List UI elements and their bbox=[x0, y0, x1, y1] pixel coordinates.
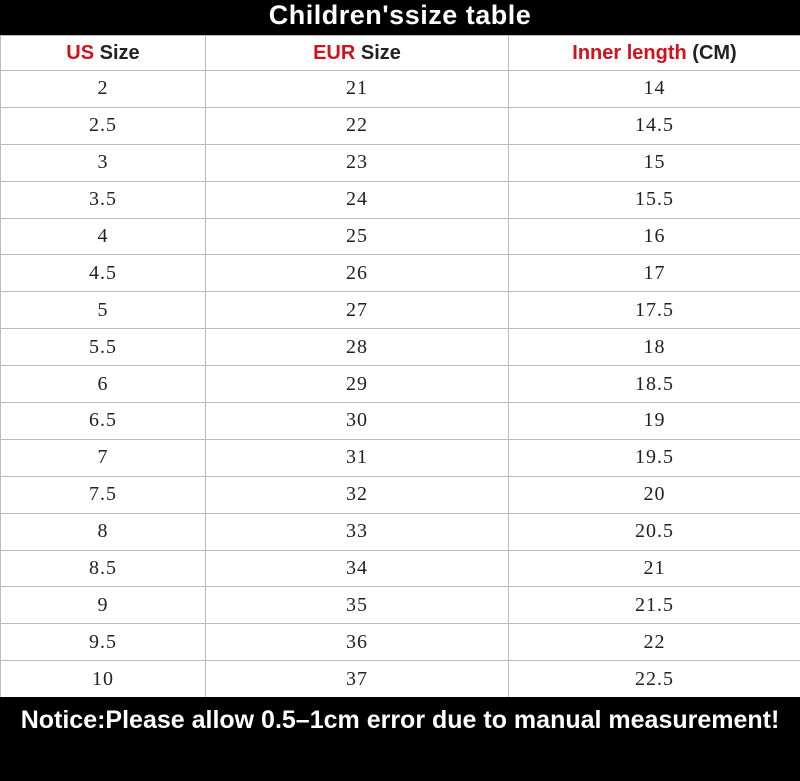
table-cell: 22 bbox=[205, 106, 509, 145]
table-row: 7 31 19.5 bbox=[0, 438, 800, 477]
table-cell: 35 bbox=[205, 586, 509, 625]
table-cell: 19 bbox=[508, 402, 800, 440]
table-cell: 24 bbox=[205, 180, 509, 219]
table-row: 7.5 32 20 bbox=[0, 475, 800, 514]
table-cell: 8.5 bbox=[0, 549, 206, 588]
table-cell: 31 bbox=[205, 438, 509, 477]
table-cell: 36 bbox=[205, 623, 509, 662]
table-cell: 32 bbox=[205, 475, 509, 514]
table-body: 2 21 14 2.5 22 14.5 3 23 15 3.5 24 15.5 4 25 16 4.5 26 17… bbox=[0, 70, 800, 699]
table-cell: 27 bbox=[205, 291, 509, 330]
table-cell: 17.5 bbox=[508, 291, 800, 330]
table-cell: 30 bbox=[205, 402, 509, 440]
table-cell: 21 bbox=[508, 549, 800, 588]
table-cell: 28 bbox=[205, 328, 509, 367]
table-row: 8 33 20.5 bbox=[0, 512, 800, 551]
column-header-text: Size bbox=[99, 41, 140, 64]
column-header-text: Size bbox=[360, 41, 401, 64]
table-cell: 16 bbox=[508, 217, 800, 256]
table-cell: 37 bbox=[205, 660, 509, 699]
table-cell: 25 bbox=[205, 217, 509, 256]
table-row: 6 29 18.5 bbox=[0, 365, 800, 404]
table-cell: 6 bbox=[0, 365, 206, 404]
column-header-text: (CM) bbox=[692, 41, 737, 64]
table-cell: 8 bbox=[0, 512, 206, 551]
column-header-highlight: EUR bbox=[313, 41, 356, 64]
column-header-highlight: US bbox=[66, 41, 95, 64]
table-cell: 7.5 bbox=[0, 475, 206, 514]
table-cell: 26 bbox=[205, 254, 509, 293]
table-row: 4.5 26 17 bbox=[0, 254, 800, 293]
table-cell: 20.5 bbox=[508, 512, 800, 551]
table-cell: 4 bbox=[0, 217, 206, 256]
table-cell: 29 bbox=[205, 365, 509, 404]
table-cell: 10 bbox=[0, 660, 206, 699]
table-row: 2.5 22 14.5 bbox=[0, 106, 800, 145]
table-row: 3.5 24 15.5 bbox=[0, 180, 800, 219]
column-header: US Size bbox=[0, 35, 206, 71]
table-cell: 3.5 bbox=[0, 180, 206, 219]
table-cell: 21.5 bbox=[508, 586, 800, 625]
table-row: 6.5 30 19 bbox=[0, 402, 800, 440]
table-row: 5.5 28 18 bbox=[0, 328, 800, 367]
table-cell: 7 bbox=[0, 438, 206, 477]
table-cell: 22.5 bbox=[508, 660, 800, 699]
table-cell: 9.5 bbox=[0, 623, 206, 662]
header-row: US Size EUR Size Inner length (CM) bbox=[0, 35, 800, 71]
table-cell: 17 bbox=[508, 254, 800, 293]
title: Children'ssize table bbox=[0, 0, 800, 35]
table-cell: 9 bbox=[0, 586, 206, 625]
table-cell: 20 bbox=[508, 475, 800, 514]
table-cell: 2 bbox=[0, 70, 206, 108]
table-cell: 19.5 bbox=[508, 438, 800, 477]
table-cell: 22 bbox=[508, 623, 800, 662]
table-cell: 14.5 bbox=[508, 106, 800, 145]
notice: Notice:Please allow 0.5–1cm error due to… bbox=[0, 697, 800, 781]
table-row: 8.5 34 21 bbox=[0, 549, 800, 588]
table-cell: 2.5 bbox=[0, 106, 206, 145]
column-header-highlight: Inner length bbox=[572, 41, 687, 64]
table-row: 2 21 14 bbox=[0, 70, 800, 108]
table-head: US Size EUR Size Inner length (CM) bbox=[0, 35, 800, 71]
table-row: 9 35 21.5 bbox=[0, 586, 800, 625]
table-cell: 33 bbox=[205, 512, 509, 551]
table-row: 10 37 22.5 bbox=[0, 660, 800, 699]
table-cell: 5.5 bbox=[0, 328, 206, 367]
table-cell: 23 bbox=[205, 143, 509, 182]
table-cell: 15 bbox=[508, 143, 800, 182]
column-header: Inner length (CM) bbox=[508, 35, 800, 71]
table-row: 9.5 36 22 bbox=[0, 623, 800, 662]
table-cell: 6.5 bbox=[0, 402, 206, 440]
table-row: 4 25 16 bbox=[0, 217, 800, 256]
table-cell: 34 bbox=[205, 549, 509, 588]
table-cell: 4.5 bbox=[0, 254, 206, 293]
table-cell: 5 bbox=[0, 291, 206, 330]
table-row: 5 27 17.5 bbox=[0, 291, 800, 330]
table-cell: 21 bbox=[205, 70, 509, 108]
table-cell: 14 bbox=[508, 70, 800, 108]
table-row: 3 23 15 bbox=[0, 143, 800, 182]
table-cell: 3 bbox=[0, 143, 206, 182]
table-cell: 18.5 bbox=[508, 365, 800, 404]
size-table: US Size EUR Size Inner length (CM) 2 21 14 2.… bbox=[0, 35, 800, 699]
column-header: EUR Size bbox=[205, 35, 509, 71]
table-cell: 15.5 bbox=[508, 180, 800, 219]
table-cell: 18 bbox=[508, 328, 800, 367]
